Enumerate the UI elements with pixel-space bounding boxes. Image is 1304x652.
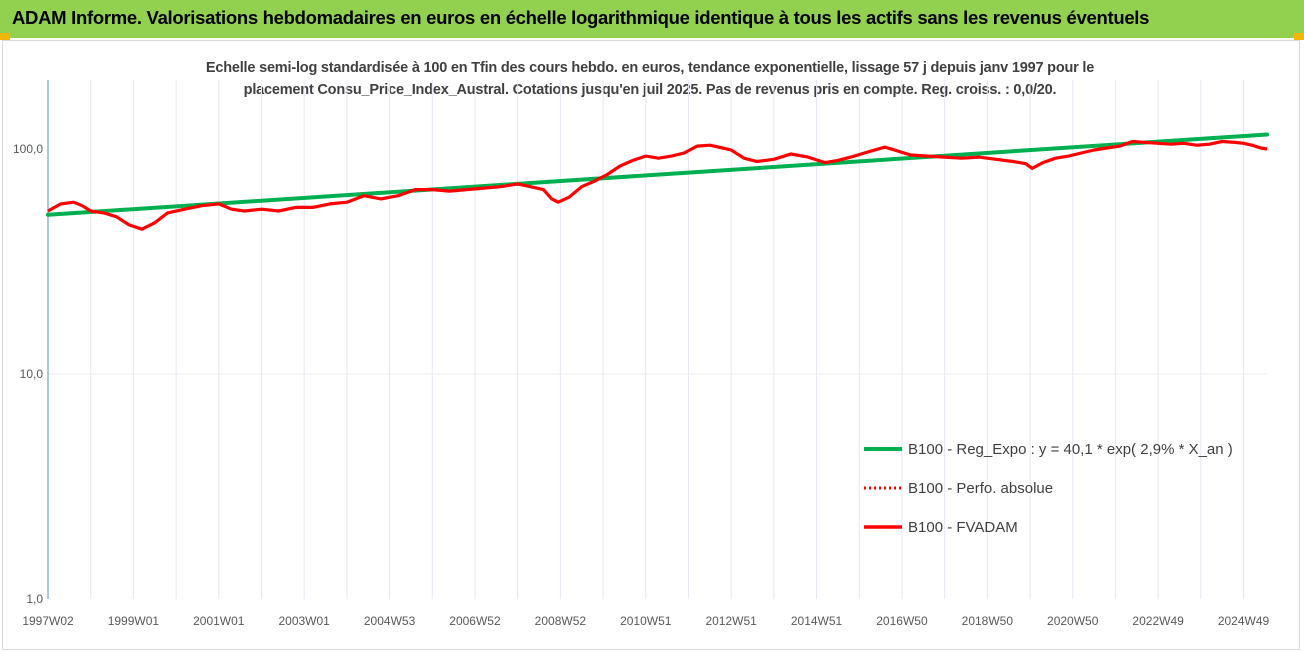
x-tick-label: 2016W50 (876, 614, 928, 628)
legend-label: B100 - Reg_Expo : y = 40,1 * exp( 2,9% *… (908, 441, 1233, 458)
legend-label: B100 - Perfo. absolue (908, 480, 1053, 497)
y-tick-label: 10,0 (20, 367, 44, 381)
series-line-fvadam (47, 139, 1268, 231)
chart-frame (2, 40, 1300, 650)
chart-subtitle-line-2: placement Consu_Price_Index_Austral. Cot… (243, 82, 1057, 98)
y-tick-label: 1,0 (26, 592, 43, 606)
x-tick-label: 2020W50 (1047, 614, 1099, 628)
report-title: ADAM Informe. Valorisations hebdomadaire… (12, 7, 1150, 28)
x-tick-label: 2003W01 (278, 614, 330, 628)
x-tick-label: 2012W51 (705, 614, 757, 628)
x-tick-label: 2006W52 (449, 614, 501, 628)
y-tick-label: 100,0 (13, 142, 43, 156)
corner-marker-right (1294, 33, 1304, 40)
x-tick-label: 2010W51 (620, 614, 672, 628)
x-tick-label: 2008W52 (535, 614, 587, 628)
x-tick-label: 2024W49 (1218, 614, 1270, 628)
report-title-banner: ADAM Informe. Valorisations hebdomadaire… (0, 0, 1304, 38)
x-tick-label: 2001W01 (193, 614, 245, 628)
chart-subtitle-line-1: Echelle semi-log standardisée à 100 en T… (205, 60, 1095, 76)
legend-label: B100 - FVADAM (908, 519, 1018, 536)
x-tick-label: 2022W49 (1132, 614, 1184, 628)
x-tick-label: 2018W50 (962, 614, 1014, 628)
x-tick-label: 2014W51 (791, 614, 843, 628)
corner-marker-left (0, 33, 10, 40)
series-line-reg-expo (46, 132, 1269, 217)
x-tick-label: 2004W53 (364, 614, 416, 628)
x-tick-label: 1999W01 (108, 614, 160, 628)
x-tick-label: 1997W02 (22, 614, 74, 628)
